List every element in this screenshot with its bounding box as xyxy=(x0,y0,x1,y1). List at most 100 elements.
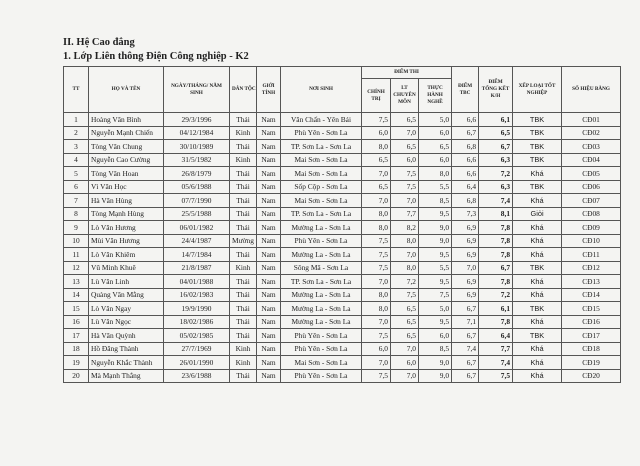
table-row: 15 Lò Văn Ngay 19/9/1990 Thái Nam Mường La - … xyxy=(63,301,622,316)
student-name: Quàng Văn Mằng xyxy=(88,287,164,302)
table-row: 13 Lù Văn Linh 04/01/1988 Thái Nam TP. Sơn La… xyxy=(63,274,622,289)
header-birthplace: NƠI SINH xyxy=(280,66,362,113)
birthplace: Mường La - Sơn La xyxy=(280,314,362,329)
score-tbc: 6,7 xyxy=(451,301,480,316)
score-tbc: 6,9 xyxy=(451,287,480,302)
score-practice: 9,5 xyxy=(417,274,453,289)
table-row: 18 Hồ Đăng Thành 27/7/1969 Kinh Nam Phù Yên -… xyxy=(63,341,622,356)
gender: Nam xyxy=(256,247,281,262)
gender: Nam xyxy=(256,355,281,370)
score-theory: 6,5 xyxy=(390,301,419,316)
certificate-number: CĐ05 xyxy=(561,166,622,181)
certificate-number: CĐ06 xyxy=(561,179,622,194)
score-politics: 7,0 xyxy=(361,193,391,208)
birthplace: Mường La - Sơn La xyxy=(280,220,362,235)
score-tbc: 6,6 xyxy=(451,112,480,127)
certificate-number: CĐ09 xyxy=(561,220,622,235)
row-number: 20 xyxy=(63,368,89,383)
score-theory: 7,0 xyxy=(390,341,419,356)
student-name: Lò Văn Hương xyxy=(88,220,164,235)
row-number: 13 xyxy=(63,274,89,289)
score-politics: 7,5 xyxy=(361,368,391,383)
student-name: Nguyễn Khắc Thành xyxy=(88,355,164,370)
table-row: 10 Mùi Văn Hương 24/4/1987 Mường Nam Phù Yên … xyxy=(63,233,622,248)
birth-date: 06/01/1982 xyxy=(163,220,230,235)
score-practice: 6,5 xyxy=(417,139,453,154)
score-tbc: 7,3 xyxy=(451,206,480,221)
score-practice: 9,5 xyxy=(417,247,453,262)
birth-date: 30/10/1989 xyxy=(163,139,230,154)
score-tbc: 6,7 xyxy=(451,368,480,383)
table-row: 3 Tòng Văn Chung 30/10/1989 Thái Nam TP. Sơn … xyxy=(63,139,622,154)
certificate-number: CĐ17 xyxy=(561,328,622,343)
score-politics: 7,5 xyxy=(361,247,391,262)
table-row: 9 Lò Văn Hương 06/01/1982 Thái Nam Mường La -… xyxy=(63,220,622,235)
certificate-number: CĐ12 xyxy=(561,260,622,275)
table-row: 2 Nguyễn Mạnh Chiến 04/12/1984 Kinh Nam Phù Y… xyxy=(63,125,622,140)
gender: Nam xyxy=(256,139,281,154)
birth-date: 26/01/1990 xyxy=(163,355,230,370)
student-name: Vì Văn Học xyxy=(88,179,164,194)
birthplace: Sông Mã - Sơn La xyxy=(280,260,362,275)
ethnicity: Kinh xyxy=(229,355,257,370)
score-tbc: 6,4 xyxy=(451,179,480,194)
birth-date: 29/3/1996 xyxy=(163,112,230,127)
birth-date: 19/9/1990 xyxy=(163,301,230,316)
header-theory: LT CHUYÊN MÔN xyxy=(390,78,419,113)
birth-date: 27/7/1969 xyxy=(163,341,230,356)
row-number: 10 xyxy=(63,233,89,248)
student-name: Nguyễn Mạnh Chiến xyxy=(88,125,164,140)
ethnicity: Thái xyxy=(229,368,257,383)
graduation-rank: Khá xyxy=(512,368,563,383)
score-politics: 7,0 xyxy=(361,314,391,329)
header-ethnicity: DÂN TỘC xyxy=(229,66,257,113)
header-rank: XẾP LOẠI TỐT NGHIỆP xyxy=(512,66,563,113)
row-number: 15 xyxy=(63,301,89,316)
ethnicity: Mường xyxy=(229,233,257,248)
row-number: 1 xyxy=(63,112,89,127)
ethnicity: Kinh xyxy=(229,341,257,356)
score-total: 6,1 xyxy=(478,301,514,316)
score-total: 7,8 xyxy=(478,233,514,248)
graduates-table: TT HỌ VÀ TÊN NGÀY/THÁNG/ NĂM SINH DÂN TỘ… xyxy=(63,66,622,383)
score-practice: 9,0 xyxy=(417,233,453,248)
section-title: II. Hệ Cao đẳng xyxy=(63,37,135,48)
table-row: 7 Hà Văn Hùng 07/7/1990 Thái Nam Mai Sơn - Sơ… xyxy=(63,193,622,208)
table-row: 16 Lù Văn Ngọc 18/02/1986 Thái Nam Mường La -… xyxy=(63,314,622,329)
score-theory: 7,7 xyxy=(390,206,419,221)
certificate-number: CĐ14 xyxy=(561,287,622,302)
gender: Nam xyxy=(256,260,281,275)
table-row: 19 Nguyễn Khắc Thành 26/01/1990 Kinh Nam Mai … xyxy=(63,355,622,370)
header-practice: THỰC HÀNH NGHỀ xyxy=(417,78,453,113)
ethnicity: Kinh xyxy=(229,125,257,140)
graduation-rank: Khá xyxy=(512,274,563,289)
score-tbc: 6,8 xyxy=(451,193,480,208)
header-politics: CHÍNH TRỊ xyxy=(361,78,391,113)
ethnicity: Thái xyxy=(229,112,257,127)
student-name: Lò Văn Ngay xyxy=(88,301,164,316)
row-number: 7 xyxy=(63,193,89,208)
score-politics: 6,5 xyxy=(361,179,391,194)
student-name: Lù Văn Linh xyxy=(88,274,164,289)
score-tbc: 6,8 xyxy=(451,139,480,154)
graduation-rank: Khá xyxy=(512,233,563,248)
row-number: 9 xyxy=(63,220,89,235)
score-total: 7,8 xyxy=(478,314,514,329)
gender: Nam xyxy=(256,152,281,167)
gender: Nam xyxy=(256,328,281,343)
ethnicity: Thái xyxy=(229,287,257,302)
score-politics: 7,0 xyxy=(361,166,391,181)
row-number: 12 xyxy=(63,260,89,275)
graduation-rank: TBK xyxy=(512,328,563,343)
birthplace: Mường La - Sơn La xyxy=(280,287,362,302)
header-total: ĐIỂM TỔNG KẾT K/H xyxy=(478,66,514,113)
birthplace: Phù Yên - Sơn La xyxy=(280,368,362,383)
score-theory: 7,5 xyxy=(390,179,419,194)
graduation-rank: Khá xyxy=(512,287,563,302)
birthplace: Phù Yên - Sơn La xyxy=(280,125,362,140)
birthplace: Mai Sơn - Sơn La xyxy=(280,355,362,370)
ethnicity: Thái xyxy=(229,247,257,262)
score-politics: 8,0 xyxy=(361,287,391,302)
graduation-rank: Khá xyxy=(512,355,563,370)
student-name: Mà Mạnh Thắng xyxy=(88,368,164,383)
